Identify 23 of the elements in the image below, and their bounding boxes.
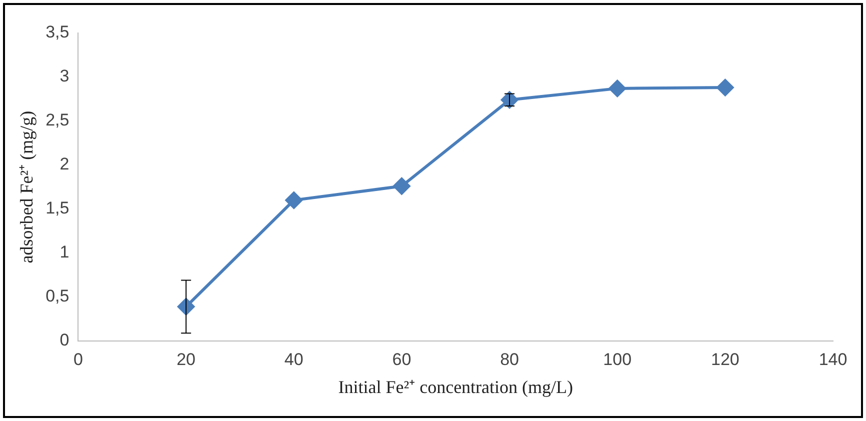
y-tick-label: 2 bbox=[60, 154, 70, 174]
point bbox=[285, 192, 302, 209]
y-tick-label: 3 bbox=[60, 66, 70, 86]
x-axis-title: Initial Fe²⁺ concentration (mg/L) bbox=[338, 376, 574, 397]
x-tick-label: 140 bbox=[818, 350, 848, 369]
point bbox=[393, 178, 410, 195]
x-tick-label: 40 bbox=[284, 350, 304, 369]
y-axis-title: adsorbed Fe²⁺ (mg/g) bbox=[16, 110, 37, 264]
point bbox=[501, 91, 518, 108]
point bbox=[608, 80, 626, 97]
y-tick-label: 0 bbox=[60, 330, 70, 350]
x-tick-label: 100 bbox=[603, 350, 632, 369]
y-tick-label: 2,5 bbox=[46, 110, 70, 130]
y-tick-label: 1 bbox=[60, 242, 70, 262]
point bbox=[716, 79, 734, 96]
y-tick-label: 1,5 bbox=[46, 198, 70, 218]
x-tick-label: 60 bbox=[392, 350, 412, 369]
x-tick-label: 20 bbox=[176, 350, 196, 369]
x-tick-label: 120 bbox=[710, 350, 740, 369]
x-tick-label: 80 bbox=[500, 350, 519, 369]
y-tick-label: 0,5 bbox=[46, 286, 70, 306]
x-tick-label: 0 bbox=[74, 350, 83, 369]
y-tick-label: 3,5 bbox=[46, 22, 70, 42]
